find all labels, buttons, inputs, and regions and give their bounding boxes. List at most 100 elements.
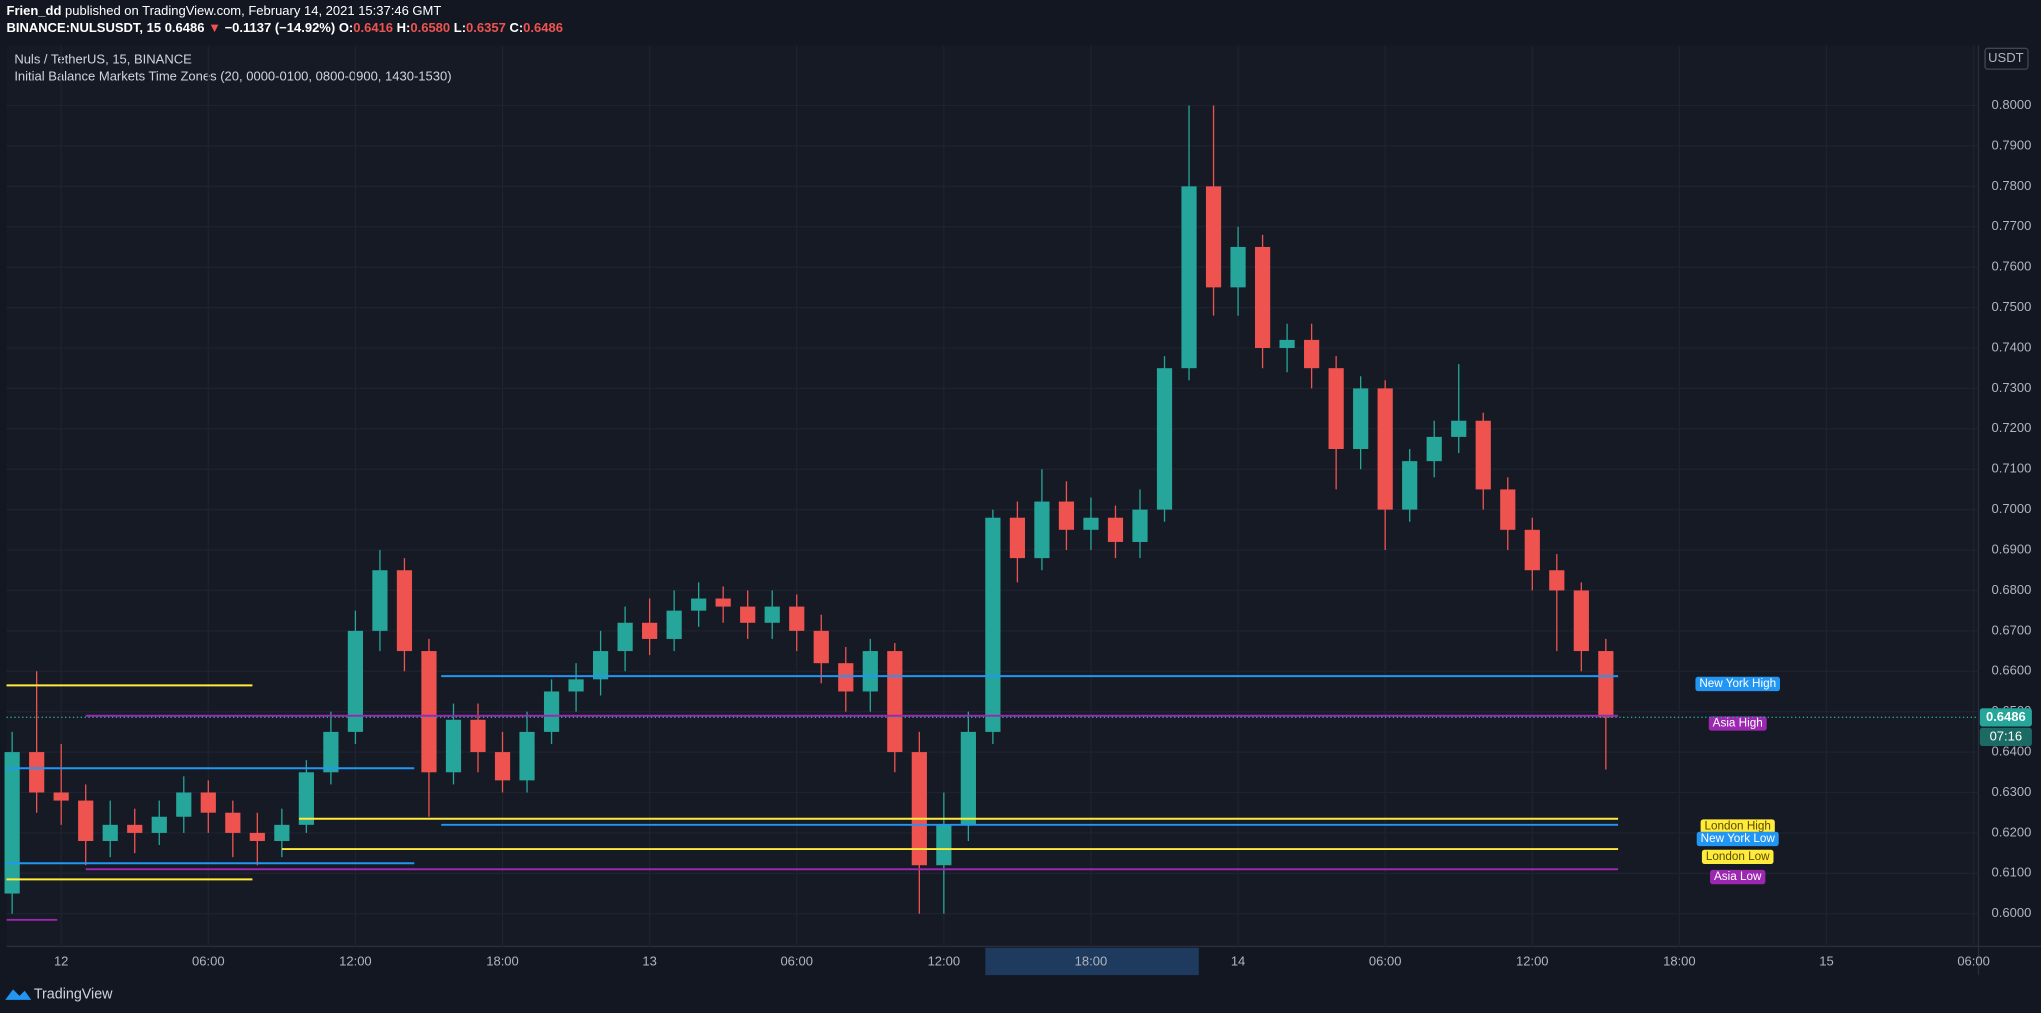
price: 0.6486 (165, 20, 205, 35)
level-label: London High (1705, 820, 1771, 833)
l-label: L: (454, 20, 466, 35)
y-tick-label: 0.6100 (1992, 865, 2032, 880)
x-tick-label: 06:00 (780, 954, 813, 969)
x-tick-label: 15 (1819, 954, 1833, 969)
level-label-bg (1710, 869, 1766, 885)
header-line-1: Frien_dd published on TradingView.com, F… (7, 3, 442, 18)
level-label-bg (1701, 849, 1774, 865)
x-tick-label: 18:00 (1663, 954, 1696, 969)
candle-body (421, 651, 437, 773)
y-tick-label: 0.6600 (1992, 663, 2032, 678)
currency: USDT (1988, 50, 2023, 65)
candle-body (764, 606, 780, 623)
x-tick-label: 18:00 (1075, 954, 1108, 969)
candle-body (1107, 517, 1124, 542)
level-label: London Low (1706, 850, 1770, 863)
candle-body (151, 816, 167, 833)
candle-body (298, 772, 314, 825)
y-tick-label: 0.6200 (1992, 824, 2032, 839)
candle-body (200, 792, 216, 813)
candle-body (960, 731, 976, 825)
level-label: Asia High (1713, 717, 1763, 730)
candle-body (494, 752, 511, 781)
candle-body (1304, 339, 1320, 369)
candle-body (715, 598, 731, 607)
candle-body (740, 606, 756, 623)
x-tick-label: 06:00 (192, 954, 225, 969)
x-tick-label: 12 (54, 954, 68, 969)
x-tick-label: 06:00 (1369, 954, 1402, 969)
chart-subtitle: Initial Balance Markets Time Zones (20, … (14, 68, 451, 83)
candle-body (691, 598, 707, 611)
candle-body (1353, 388, 1369, 450)
y-tick-label: 0.6300 (1992, 784, 2032, 799)
y-tick-label: 0.6700 (1992, 622, 2032, 637)
plot-area (6, 45, 1979, 947)
c-label: C: (509, 20, 523, 35)
candle-body (249, 832, 265, 841)
candle-body (4, 752, 20, 894)
candle-body (789, 606, 805, 631)
y-tick-label: 0.7100 (1992, 461, 2032, 476)
x-tick-label: 06:00 (1957, 954, 1990, 969)
candle-body (592, 651, 609, 680)
y-tick-label: 0.6900 (1992, 541, 2032, 556)
y-tick-label: 0.7600 (1992, 259, 2032, 274)
y-tick-label: 0.6000 (1992, 905, 2032, 920)
x-tick-label: 12:00 (928, 954, 961, 969)
candle-body (911, 752, 927, 866)
brand: TradingView (34, 986, 113, 1002)
o: 0.6416 (353, 20, 393, 35)
candle-body (1181, 186, 1197, 369)
y-tick-label: 0.6400 (1992, 744, 2032, 759)
y-tick-label: 0.8000 (1992, 97, 2032, 112)
candle-body (1328, 368, 1344, 450)
candle-body (1132, 509, 1148, 542)
candle-body (1156, 368, 1173, 510)
candle-body (1034, 501, 1050, 559)
candle-body (78, 800, 94, 841)
candle-body (1598, 651, 1614, 718)
x-tick-label: 12:00 (339, 954, 372, 969)
y-tick-label: 0.7200 (1992, 420, 2032, 435)
candle-body (617, 622, 633, 652)
h-label: H: (397, 20, 411, 35)
level-label: New York Low (1701, 832, 1776, 845)
y-tick-label: 0.7800 (1992, 178, 2032, 193)
c: 0.6486 (523, 20, 563, 35)
candle-body (1230, 246, 1246, 288)
y-tick-label: 0.7000 (1992, 501, 2032, 516)
countdown: 07:16 (1990, 728, 2023, 743)
x-tick-label: 18:00 (486, 954, 519, 969)
candle-body (666, 610, 682, 639)
candle-body (396, 570, 413, 652)
candle-body (1426, 436, 1442, 462)
level-label: Asia Low (1714, 870, 1762, 883)
candle-body (127, 824, 143, 833)
candle-body (102, 824, 118, 841)
candle-body (176, 792, 192, 817)
candle-body (1058, 501, 1075, 530)
change: −0.1137 (−14.92%) (225, 20, 336, 35)
candle-body (543, 691, 560, 732)
candle-body (1279, 339, 1295, 348)
candle-body (372, 570, 388, 631)
candle-body (470, 719, 486, 753)
range-highlight (985, 947, 1199, 976)
candle-body (445, 719, 462, 773)
brand-logo (5, 989, 32, 1000)
candle-body (1524, 529, 1540, 571)
l: 0.6357 (466, 20, 506, 35)
candle-body (813, 630, 829, 664)
currency-badge[interactable] (1984, 47, 2029, 70)
x-tick-label: 13 (642, 954, 656, 969)
candle-body (1205, 186, 1222, 288)
candle-body (347, 630, 364, 732)
publisher: Frien_dd (7, 3, 62, 18)
y-tick-label: 0.7500 (1992, 299, 2032, 314)
y-tick-label: 0.7300 (1992, 380, 2032, 395)
last-price-bg (1979, 708, 2032, 727)
candle-body (225, 812, 241, 833)
